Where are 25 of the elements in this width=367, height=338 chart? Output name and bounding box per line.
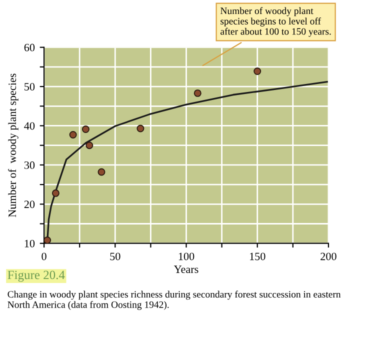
- point: [136, 124, 144, 132]
- x-tick-label: 50: [110, 252, 120, 260]
- point: [98, 168, 106, 176]
- y-tick-label: 60: [24, 44, 35, 52]
- text: Change in woody plant species richness during secondary forest succession in eastern North America (data from Oosting 1942).: [8, 290, 341, 310]
- point: [82, 126, 90, 134]
- x-tick-label: 150: [250, 252, 266, 260]
- text: Number of woody plant species begins to level off after about 100 to 150 years.: [220, 7, 331, 37]
- point: [44, 236, 52, 244]
- point: [86, 142, 94, 150]
- y-tick-label: 10: [24, 240, 35, 248]
- y-axis-title: Number of woody plant species: [8, 74, 18, 218]
- x-tick-label: 100: [178, 252, 194, 260]
- point: [254, 67, 262, 75]
- point: [69, 131, 77, 138]
- x-axis-title: Years: [174, 266, 198, 274]
- y-tick-label: 40: [24, 122, 35, 130]
- point: [194, 89, 202, 97]
- x-tick-label: 0: [42, 252, 46, 260]
- y-tick-label: 30: [24, 161, 35, 169]
- point: [52, 189, 60, 197]
- caption: Figure 20.4: [8, 270, 65, 282]
- y-tick-label: 20: [24, 200, 35, 208]
- y-tick-label: 50: [24, 82, 35, 90]
- x-tick-label: 200: [320, 252, 336, 260]
